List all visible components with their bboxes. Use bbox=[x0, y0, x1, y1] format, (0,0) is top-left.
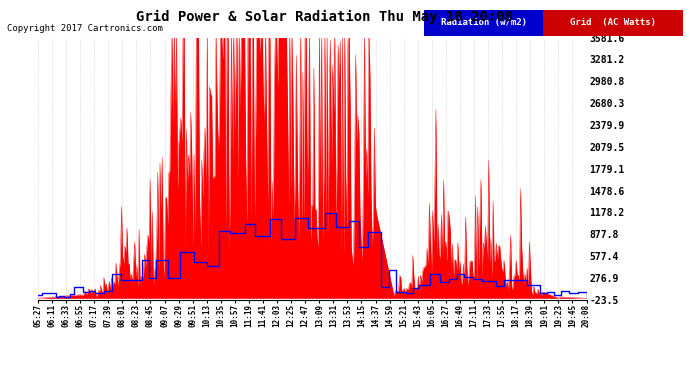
Text: Grid Power & Solar Radiation Thu May 18 20:08: Grid Power & Solar Radiation Thu May 18 … bbox=[136, 9, 513, 24]
Text: Copyright 2017 Cartronics.com: Copyright 2017 Cartronics.com bbox=[7, 24, 163, 33]
Bar bbox=[424, 10, 544, 36]
Bar bbox=[544, 10, 683, 36]
Text: Radiation (w/m2): Radiation (w/m2) bbox=[441, 18, 527, 27]
Text: Grid  (AC Watts): Grid (AC Watts) bbox=[570, 18, 656, 27]
